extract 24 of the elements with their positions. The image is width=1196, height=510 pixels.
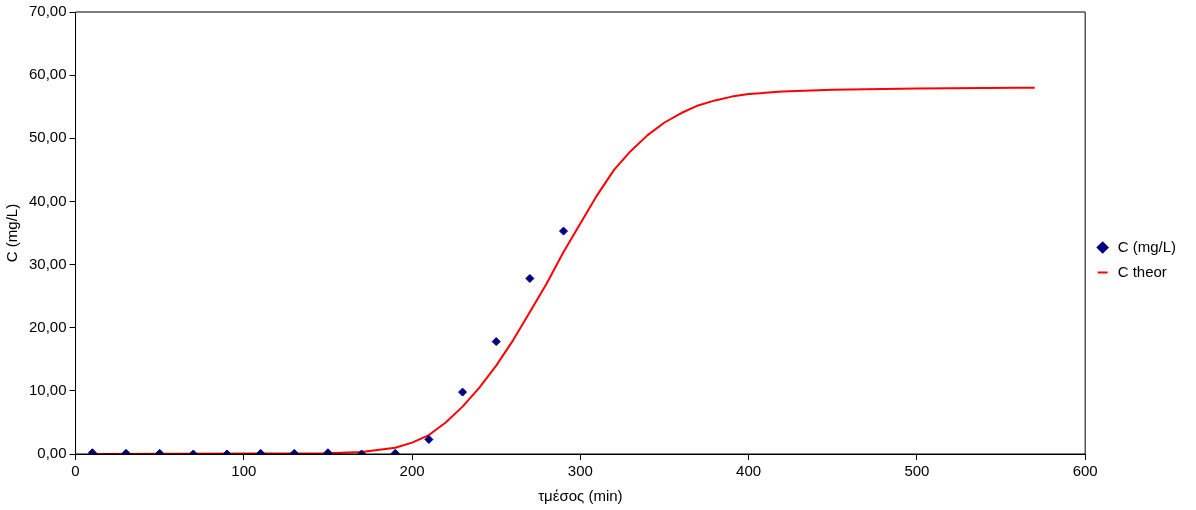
legend-label: C theor xyxy=(1117,262,1167,280)
x-tick-label: 0 xyxy=(71,462,80,480)
y-tick-label: 60,00 xyxy=(28,65,67,83)
y-tick-label: 40,00 xyxy=(28,191,67,209)
y-tick-label: 30,00 xyxy=(28,254,67,272)
x-tick-label: 200 xyxy=(399,462,425,480)
x-tick-label: 100 xyxy=(231,462,257,480)
y-tick-label: 0,00 xyxy=(37,444,67,462)
point xyxy=(525,273,535,283)
point xyxy=(458,387,468,397)
point xyxy=(559,226,569,236)
point xyxy=(424,434,434,444)
legend-label: C (mg/L) xyxy=(1117,237,1177,255)
x-tick-label: 600 xyxy=(1072,462,1098,480)
x-tick-label: 300 xyxy=(567,462,593,480)
y-tick-label: 20,00 xyxy=(28,317,67,335)
y-tick-label: 50,00 xyxy=(28,128,67,146)
x-tick-label: 500 xyxy=(904,462,930,480)
y-axis-title: C (mg/L) xyxy=(3,203,21,263)
x-axis-title: τμέσος (min) xyxy=(538,487,623,505)
y-tick-label: 70,00 xyxy=(28,2,67,20)
y-tick-label: 10,00 xyxy=(28,381,67,398)
point xyxy=(491,337,501,347)
x-tick-label: 400 xyxy=(736,462,762,480)
